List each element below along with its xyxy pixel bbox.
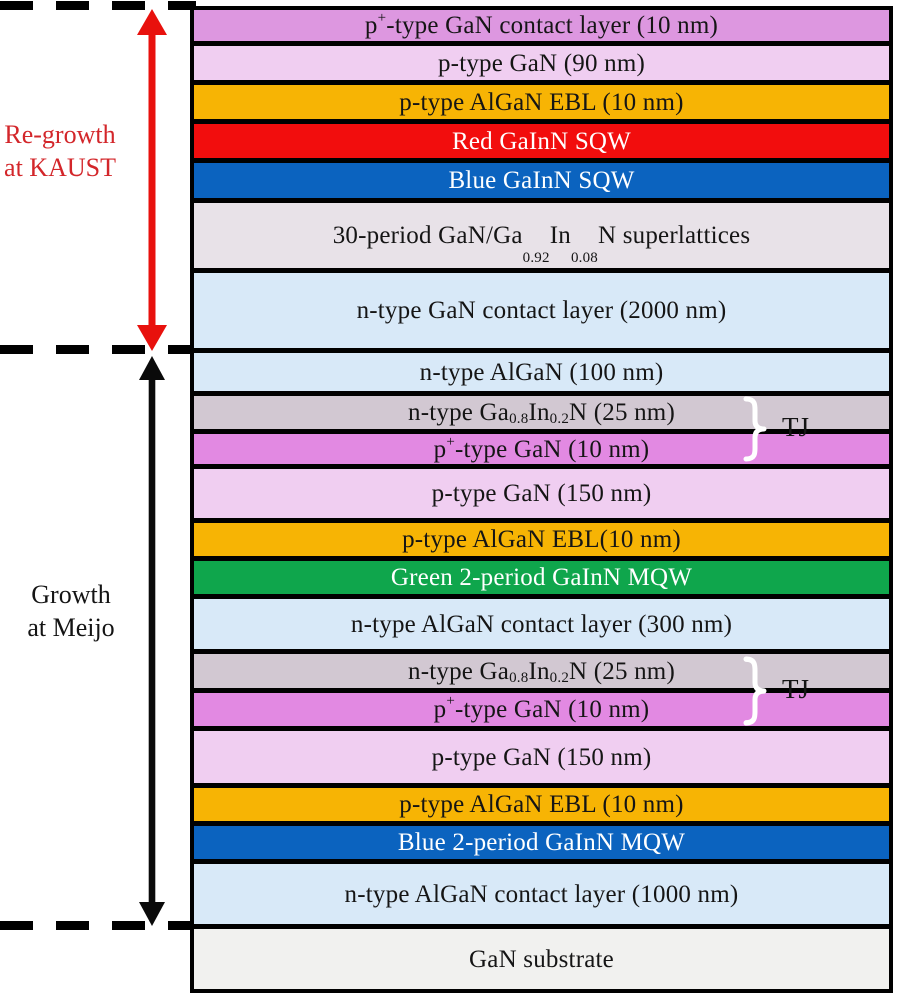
layer-p-gan-150nm-upper: p-type GaN (150 nm)	[194, 469, 889, 518]
layer-red-gainn-sqw: Red GaInN SQW	[194, 124, 889, 158]
regrowth-label-line2: at KAUST	[4, 153, 116, 183]
layer-stack: p + -type GaN contact layer (10 nm) p-type …	[190, 6, 893, 993]
tj-brace-top-icon	[743, 396, 767, 462]
dashed-line-middle	[0, 345, 196, 354]
layer-green-2-period-gainn-mqw: Green 2-period GaInN MQW	[194, 561, 889, 594]
layer-p-gan-150nm-lower: p-type GaN (150 nm)	[194, 731, 889, 783]
regrowth-extent-arrow-icon	[137, 9, 167, 351]
layer-n-gan-contact-2000nm: n-type GaN contact layer (2000 nm)	[194, 273, 889, 348]
growth-label-line1: Growth	[31, 580, 111, 609]
regrowth-label-line1: Re-growth	[4, 120, 116, 149]
layer-blue-2-period-gainn-mqw: Blue 2-period GaInN MQW	[194, 826, 889, 859]
layer-p-plus-gan-10nm-upper: p + -type GaN (10 nm)	[194, 434, 889, 464]
meijo-extent-arrow-icon	[139, 356, 165, 926]
layer-gan-substrate: GaN substrate	[194, 929, 889, 989]
layer-p-plus-gan-10nm-lower: p + -type GaN (10 nm)	[194, 693, 889, 726]
layer-p-algan-ebl-10nm-top: p-type AlGaN EBL (10 nm)	[194, 85, 889, 119]
layer-n-gainn-25nm-upper: n-type Ga 0.8 In 0.2 N (25 nm)	[194, 396, 889, 429]
dashed-line-bottom	[0, 921, 196, 930]
tj-brace-bottom-icon	[743, 656, 767, 726]
layer-n-algan-contact-300nm: n-type AlGaN contact layer (300 nm)	[194, 599, 889, 649]
tj-label-top: TJ	[782, 412, 809, 442]
layer-blue-gainn-sqw: Blue GaInN SQW	[194, 163, 889, 198]
layer-p-algan-ebl-10nm-bottom: p-type AlGaN EBL (10 nm)	[194, 788, 889, 821]
layer-n-algan-contact-1000nm: n-type AlGaN contact layer (1000 nm)	[194, 864, 889, 924]
dashed-line-top	[0, 1, 196, 10]
layer-gan-gainn-superlattices: 30-period GaN/Ga 0.92 In 0.08 N superlattice…	[194, 203, 889, 268]
growth-label: Growth at Meijo	[18, 578, 124, 645]
layer-p-gan-90nm: p-type GaN (90 nm)	[194, 46, 889, 80]
layer-n-gainn-25nm-lower: n-type Ga 0.8 In 0.2 N (25 nm)	[194, 654, 889, 688]
tj-label-bottom: TJ	[782, 674, 809, 704]
regrowth-label: Re-growth at KAUST	[0, 118, 120, 185]
layer-p-plus-gan-contact-10nm: p + -type GaN contact layer (10 nm)	[194, 10, 889, 41]
layer-n-algan-100nm: n-type AlGaN (100 nm)	[194, 353, 889, 391]
layer-p-algan-ebl-10nm-middle: p-type AlGaN EBL(10 nm)	[194, 523, 889, 556]
growth-label-line2: at Meijo	[27, 613, 115, 643]
